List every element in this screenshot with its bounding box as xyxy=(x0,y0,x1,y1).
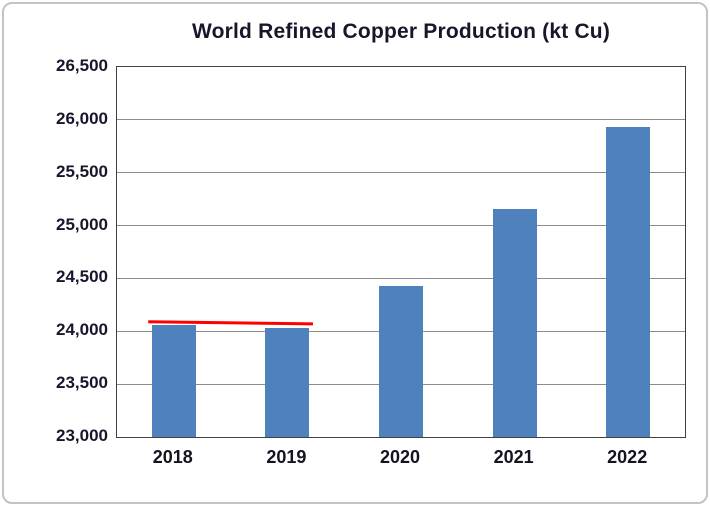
x-tick-label-2019: 2019 xyxy=(266,447,307,467)
y-tick-label: 25,500 xyxy=(56,161,108,181)
bar-2021 xyxy=(492,208,537,437)
plot-area xyxy=(116,66,686,438)
x-axis: 2018 2019 2020 2021 2022 xyxy=(116,447,686,475)
y-tick-label: 23,500 xyxy=(56,373,108,393)
gridline xyxy=(117,119,685,121)
x-tick-label-2018: 2018 xyxy=(152,447,193,467)
gridline xyxy=(117,172,685,174)
y-tick-label: 23,000 xyxy=(56,426,108,445)
bar-2022 xyxy=(606,127,651,437)
gridline xyxy=(117,277,685,279)
bar-2019 xyxy=(265,328,310,437)
bar-2018 xyxy=(151,324,196,437)
x-tick-label-2022: 2022 xyxy=(607,447,648,467)
y-tick-label: 25,000 xyxy=(56,214,108,234)
y-tick-label: 26,500 xyxy=(56,56,108,75)
chart-title: World Refined Copper Production (kt Cu) xyxy=(191,20,611,43)
y-tick-label: 24,000 xyxy=(56,320,108,340)
y-tick-label: 24,500 xyxy=(56,267,108,287)
gridline xyxy=(117,225,685,227)
y-tick-label: 26,000 xyxy=(56,108,108,128)
bar-2020 xyxy=(379,285,423,437)
x-tick-label-2020: 2020 xyxy=(379,447,421,467)
x-tick-label-2021: 2021 xyxy=(493,447,534,467)
y-axis: 23,000 23,500 24,000 24,500 25,000 25,500 26,0… xyxy=(10,56,108,445)
